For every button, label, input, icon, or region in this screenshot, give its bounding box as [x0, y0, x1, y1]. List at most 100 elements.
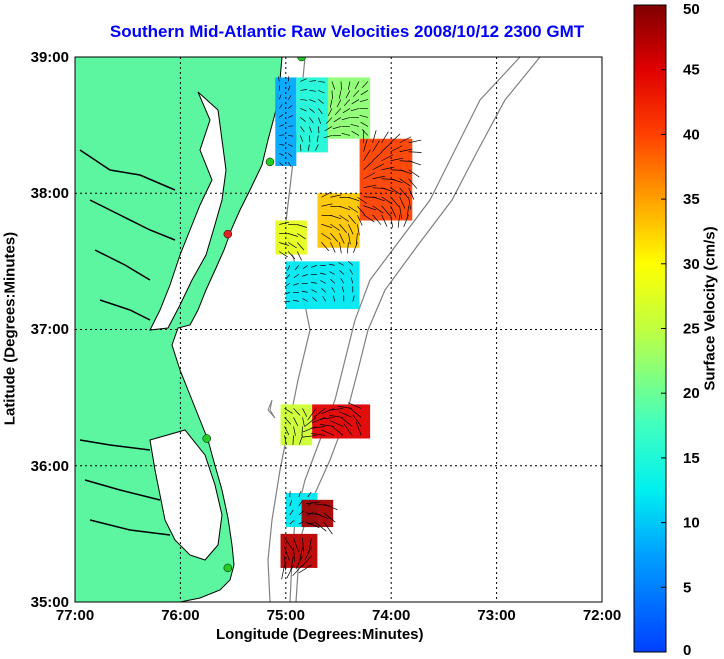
velocity-arrow — [360, 90, 369, 96]
velocity-arrow — [302, 298, 308, 302]
velocity-arrow — [357, 196, 367, 204]
velocity-arrow — [334, 108, 342, 115]
velocity-arrow — [372, 214, 382, 225]
velocity-arrow — [372, 140, 380, 152]
velocity-arrow — [361, 81, 369, 88]
velocity-arrow — [278, 76, 280, 82]
velocity-arrow — [372, 205, 384, 214]
velocity-arrow — [339, 242, 342, 254]
velocity-arrow — [381, 166, 395, 171]
velocity-arrow — [287, 251, 296, 260]
velocity-arrow — [357, 206, 366, 216]
velocity-arrow — [307, 491, 312, 498]
velocity-arrow — [328, 408, 344, 411]
colorbar-tick-label: 30 — [683, 256, 700, 273]
velocity-arrow — [307, 408, 317, 421]
velocity-arrow — [317, 126, 320, 134]
velocity-cell — [285, 261, 360, 310]
velocity-arrow — [278, 94, 282, 100]
velocity-arrow — [341, 132, 351, 136]
velocity-arrow — [279, 114, 284, 118]
velocity-arrow — [305, 521, 320, 529]
velocity-arrow — [323, 512, 336, 523]
velocity-arrow — [319, 272, 326, 275]
colorbar-tick-label: 0 — [683, 642, 691, 659]
velocity-arrow — [301, 555, 312, 568]
velocity-arrow — [284, 292, 290, 295]
velocity-arrow — [302, 426, 317, 433]
radar-station-marker — [223, 563, 233, 573]
velocity-arrow — [284, 408, 293, 414]
colorbar-tick-label: 50 — [683, 1, 700, 18]
velocity-arrow — [408, 169, 420, 178]
colorbar-tick-label: 15 — [683, 450, 700, 467]
velocity-arrow — [290, 555, 294, 571]
y-tick: 35:00 — [31, 594, 69, 611]
x-tick: 75:00 — [267, 607, 305, 624]
velocity-arrow — [285, 274, 291, 280]
velocity-arrow — [337, 406, 353, 409]
velocity-arrow — [357, 224, 360, 236]
velocity-arrow — [294, 265, 300, 271]
velocity-arrow — [360, 121, 369, 127]
velocity-arrow — [408, 196, 412, 210]
velocity-arrow — [320, 280, 326, 284]
radar-station-marker — [265, 157, 275, 167]
velocity-arrow — [288, 144, 293, 147]
velocity-arrow — [332, 295, 336, 302]
velocity-arrow — [399, 196, 406, 209]
colorbar-tick-label: 20 — [683, 385, 700, 402]
velocity-arrow — [279, 242, 289, 246]
velocity-arrow — [302, 417, 305, 427]
velocity-arrow — [279, 251, 288, 258]
velocity-arrow — [363, 214, 375, 223]
y-tick: 38:00 — [31, 185, 69, 202]
velocity-arrow — [363, 139, 368, 152]
colorbar-tick-label: 45 — [683, 62, 700, 79]
velocity-arrow — [311, 289, 317, 293]
velocity-arrow — [307, 144, 310, 152]
velocity-arrow — [351, 99, 360, 105]
velocity-arrow — [342, 108, 351, 114]
colorbar-tick-label: 10 — [683, 515, 700, 532]
velocity-arrow — [347, 81, 351, 90]
x-tick: 72:00 — [583, 607, 621, 624]
velocity-arrow — [300, 78, 307, 82]
velocity-arrow — [302, 537, 304, 553]
velocity-arrow — [292, 564, 303, 577]
velocity-arrow — [381, 131, 389, 143]
velocity-arrow — [340, 81, 342, 90]
velocity-arrow — [408, 139, 422, 144]
velocity-arrow — [292, 299, 299, 302]
velocity-arrow — [333, 117, 342, 123]
velocity-arrow — [390, 178, 403, 184]
velocity-arrow — [339, 233, 345, 244]
velocity-arrow — [341, 286, 345, 293]
velocity-arrow — [390, 157, 404, 162]
velocity-arrow — [295, 555, 303, 570]
velocity-arrow — [399, 178, 411, 187]
pamlico-sound — [149, 429, 223, 561]
velocity-arrow — [363, 184, 377, 189]
velocity-arrow — [288, 153, 293, 157]
velocity-arrow — [361, 129, 369, 136]
y-tick-labels: 39:00 38:00 37:00 36:00 35:00 — [31, 49, 69, 611]
velocity-arrow — [339, 205, 351, 211]
velocity-arrow — [349, 269, 354, 275]
velocity-arrow — [349, 408, 362, 418]
velocity-arrow — [301, 426, 303, 436]
velocity-arrow — [314, 521, 327, 532]
colorbar-tick-label: 5 — [683, 579, 691, 596]
velocity-arrow — [339, 224, 348, 234]
velocity-arrow — [289, 519, 295, 525]
y-axis-label: Latitude (Degrees:Minutes) — [1, 231, 19, 426]
velocity-arrow — [279, 134, 285, 136]
velocity-arrow — [403, 214, 409, 227]
velocity-vectors — [278, 76, 422, 580]
velocity-arrow — [318, 81, 326, 83]
colorbar — [633, 4, 667, 653]
velocity-arrow — [318, 99, 324, 104]
velocity-arrow — [324, 126, 333, 132]
